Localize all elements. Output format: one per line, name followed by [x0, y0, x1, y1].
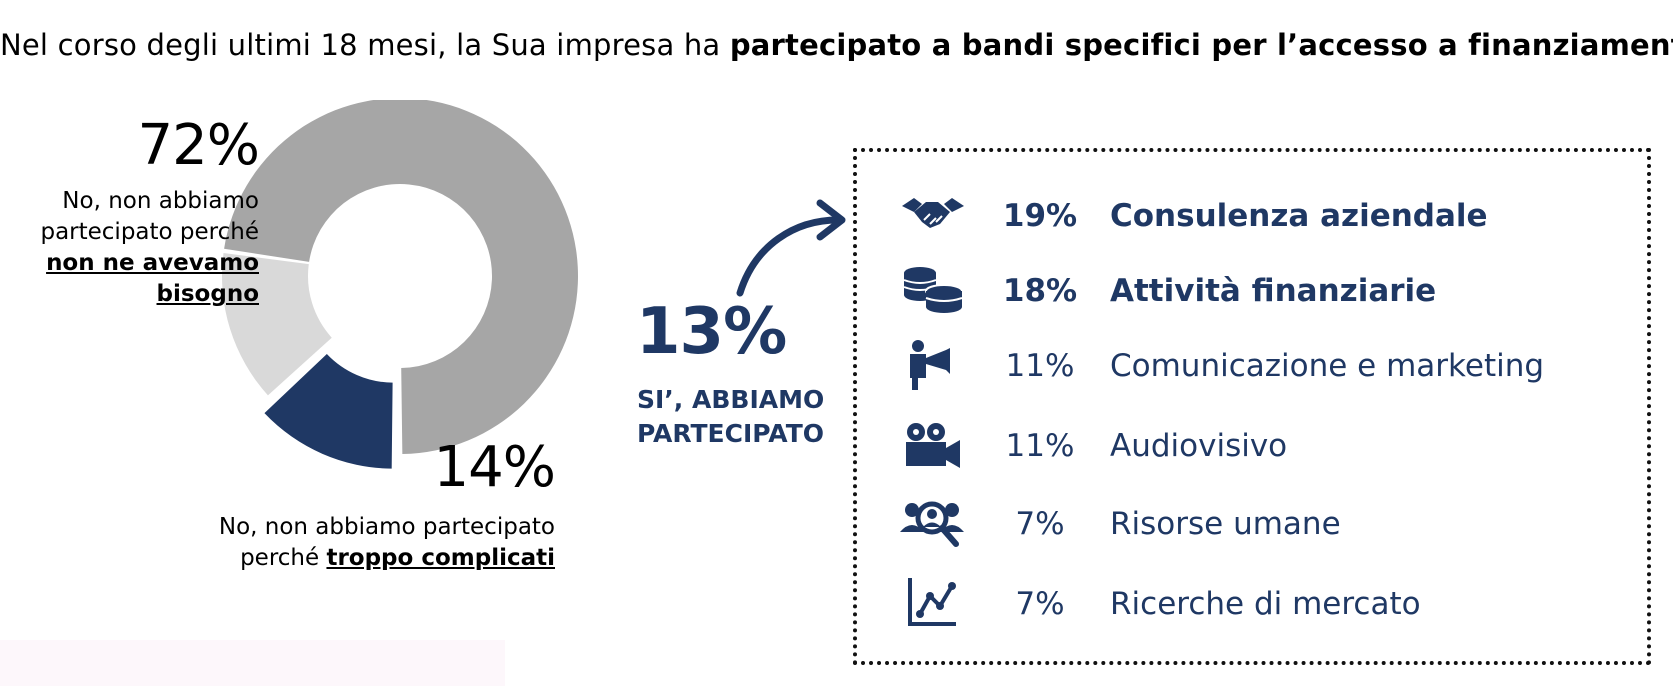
caption-yes: SI’, ABBIAMO PARTECIPATO [637, 383, 857, 451]
caption-line: SI’, ABBIAMO [637, 385, 825, 414]
breakdown-pct: 11% [1005, 348, 1075, 384]
title-emphasis: partecipato a bandi specifici per l’acce… [729, 28, 1673, 62]
breakdown-row-comunicazione: 11% Comunicazione e marketing [900, 340, 1640, 390]
caption-emphasis: troppo complicati [326, 545, 555, 571]
breakdown-pct: 19% [1002, 198, 1078, 234]
caption-too-complicated: No, non abbiamo partecipato perché tropp… [135, 512, 555, 574]
donut-slice [224, 100, 578, 454]
line-chart-icon [908, 578, 956, 626]
people-search-icon [900, 501, 964, 547]
caption-emphasis: non ne avevamo [46, 250, 259, 276]
breakdown-pct: 18% [1002, 273, 1078, 309]
breakdown-name: Consulenza aziendale [1110, 198, 1488, 234]
breakdown-name: Audiovisivo [1110, 428, 1288, 464]
breakdown-name: Attività finanziarie [1110, 273, 1437, 309]
caption-line: No, non abbiamo partecipato [218, 514, 555, 540]
donut-slice [222, 252, 332, 396]
megaphone-person-icon [910, 340, 950, 390]
breakdown-pct: 11% [1005, 428, 1075, 464]
caption-line: perché [240, 545, 327, 571]
breakdown-panel [853, 148, 1651, 665]
breakdown-row-audiovisivo: 11% Audiovisivo [900, 420, 1640, 470]
breakdown-name: Risorse umane [1110, 506, 1341, 542]
background-patch [0, 640, 505, 686]
pct-too-complicated: 14% [433, 435, 556, 500]
coins-icon [903, 267, 963, 313]
breakdown-name: Ricerche di mercato [1110, 586, 1421, 622]
movie-camera-icon [906, 423, 960, 468]
caption-line: partecipato perché [40, 219, 259, 245]
donut-slice [264, 353, 393, 469]
breakdown-pct: 7% [1015, 506, 1065, 542]
donut-chart [222, 100, 578, 469]
caption-line: PARTECIPATO [637, 419, 825, 448]
breakdown-row-consulenza: 19% Consulenza aziendale [900, 190, 1640, 240]
caption-line: No, non abbiamo [62, 188, 259, 214]
breakdown-row-attivita: 18% Attività finanziarie [900, 265, 1640, 315]
caption-emphasis: bisogno [156, 281, 259, 307]
breakdown-row-ricerche: 7% Ricerche di mercato [900, 578, 1640, 628]
breakdown-name: Comunicazione e marketing [1110, 348, 1545, 384]
title-text: Nel corso degli ultimi 18 mesi, la Sua i… [0, 28, 730, 62]
curved-arrow-icon [736, 199, 846, 297]
pct-no-need: 72% [137, 113, 260, 178]
chart-title: Nel corso degli ultimi 18 mesi, la Sua i… [0, 28, 1673, 62]
pct-yes: 13% [636, 295, 787, 369]
breakdown-pct: 7% [1015, 586, 1065, 622]
caption-no-need: No, non abbiamo partecipato perché non n… [0, 186, 259, 310]
breakdown-row-risorse: 7% Risorse umane [900, 498, 1640, 548]
handshake-icon [902, 198, 964, 228]
